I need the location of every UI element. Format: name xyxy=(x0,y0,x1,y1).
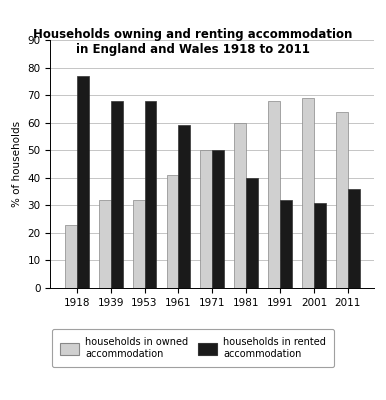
Bar xyxy=(280,200,292,288)
Bar xyxy=(133,200,144,288)
Text: Households owning and renting accommodation
in England and Wales 1918 to 2011: Households owning and renting accommodat… xyxy=(33,28,353,56)
Bar xyxy=(234,123,246,288)
Bar xyxy=(99,200,111,288)
Bar xyxy=(200,150,212,288)
Bar xyxy=(178,126,190,288)
Y-axis label: % of households: % of households xyxy=(12,121,22,207)
Bar xyxy=(167,175,178,288)
Bar xyxy=(212,150,224,288)
Bar xyxy=(65,225,77,288)
Bar xyxy=(302,98,314,288)
Bar xyxy=(144,101,156,288)
Bar xyxy=(336,112,348,288)
Bar xyxy=(246,178,258,288)
Bar xyxy=(268,101,280,288)
Bar xyxy=(348,189,360,288)
Bar xyxy=(111,101,122,288)
Legend: households in owned
accommodation, households in rented
accommodation: households in owned accommodation, house… xyxy=(52,330,334,366)
Bar xyxy=(314,202,326,288)
Bar xyxy=(77,76,89,288)
